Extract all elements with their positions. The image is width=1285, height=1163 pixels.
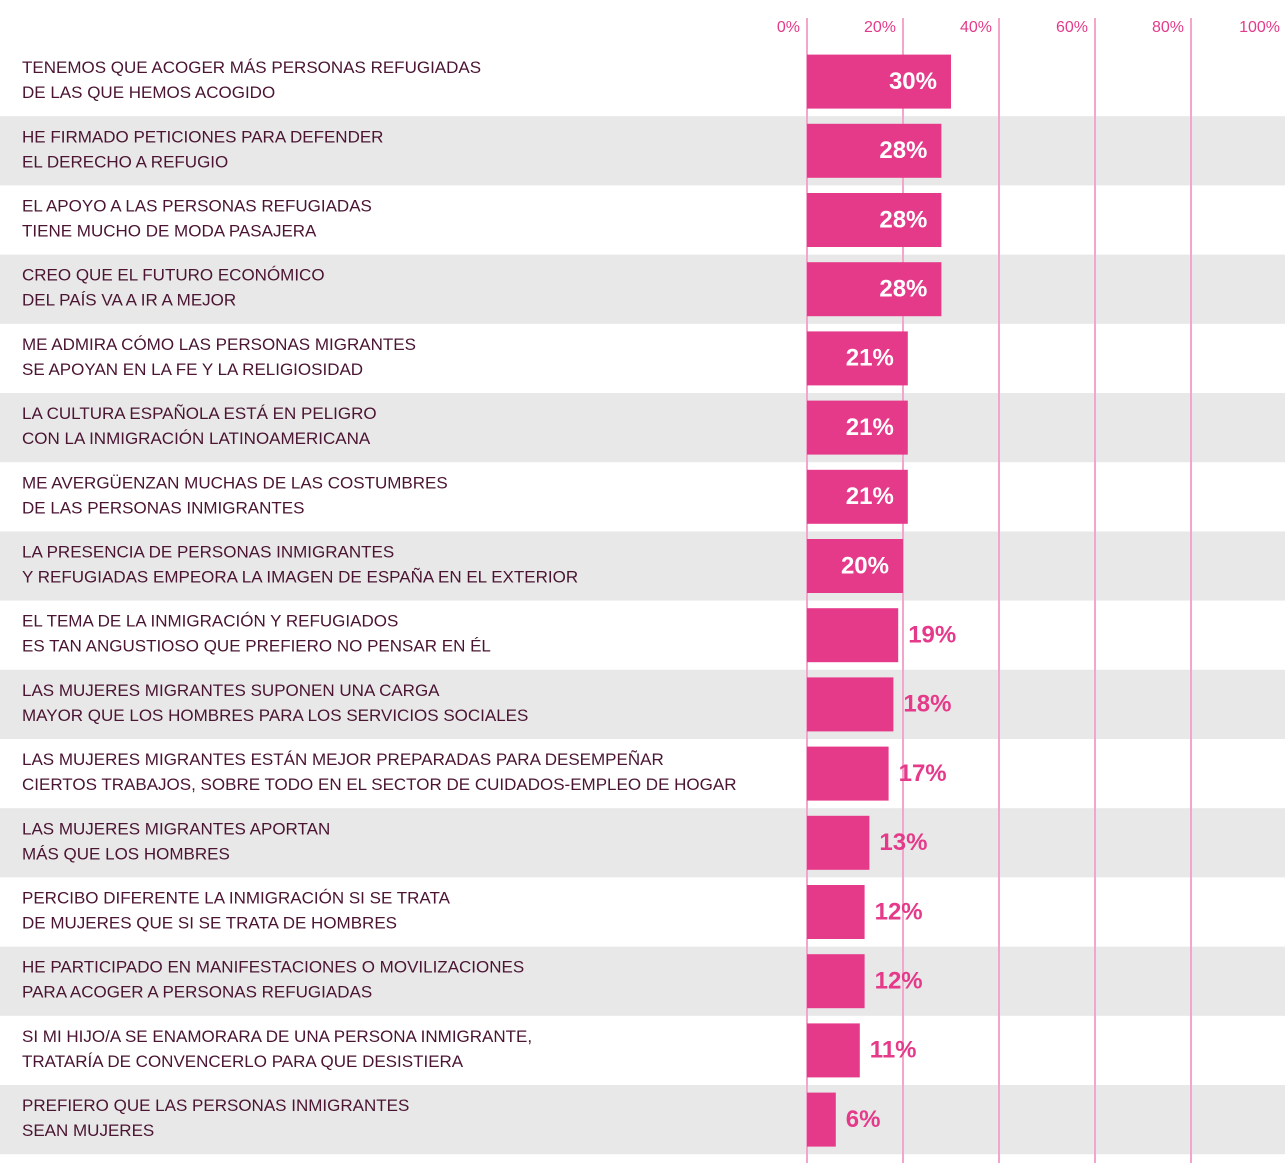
category-label: LAS MUJERES MIGRANTES APORTAN MÁS QUE LOS… — [22, 820, 330, 864]
category-label: ME AVERGÜENZAN MUCHAS DE LAS COSTUMBRES D… — [22, 474, 448, 518]
category-label: CREO QUE EL FUTURO ECONÓMICO DEL PAÍS VA … — [22, 266, 325, 310]
category-label: PERCIBO DIFERENTE LA INMIGRACIÓN SI SE T… — [22, 889, 451, 933]
value-label: 13% — [879, 829, 927, 856]
category-label: EL APOYO A LAS PERSONAS REFUGIADAS TIENE … — [22, 197, 372, 241]
bar — [807, 608, 899, 663]
row-background — [0, 531, 1285, 601]
bar — [807, 746, 889, 801]
x-tick-label: 80% — [1152, 19, 1184, 36]
bar — [807, 54, 951, 109]
x-tick-label: 0% — [777, 19, 800, 36]
value-label: 21% — [846, 414, 894, 441]
category-label: PREFIERO QUE LAS PERSONAS INMIGRANTES SEA… — [22, 1097, 409, 1141]
row-background — [0, 946, 1285, 1016]
category-label: TENEMOS QUE ACOGER MÁS PERSONAS REFUGIAD… — [22, 59, 481, 103]
x-tick-label: 60% — [1056, 19, 1088, 36]
x-tick-label: 100% — [1239, 19, 1280, 36]
category-label: SI MI HIJO/A SE ENAMORARA DE UNA PERSONA… — [22, 1027, 532, 1071]
value-label: 6% — [846, 1106, 881, 1133]
bar — [807, 400, 908, 455]
value-label: 28% — [879, 276, 927, 303]
bar — [807, 815, 870, 870]
category-label: EL TEMA DE LA INMIGRACIÓN Y REFUGIADOS ES… — [22, 612, 491, 656]
bar — [807, 954, 865, 1009]
x-tick-label: 20% — [864, 19, 896, 36]
bar — [807, 677, 894, 732]
value-label: 19% — [908, 622, 956, 649]
row-background — [0, 116, 1285, 186]
bar — [807, 469, 908, 524]
category-label: HE PARTICIPADO EN MANIFESTACIONES O MOVI… — [22, 958, 524, 1002]
bar — [807, 539, 903, 593]
value-label: 12% — [875, 898, 923, 925]
value-label: 17% — [899, 760, 947, 787]
bar — [807, 1023, 860, 1078]
category-label: LAS MUJERES MIGRANTES ESTÁN MEJOR PREPAR… — [22, 751, 736, 795]
category-label: LA CULTURA ESPAÑOLA ESTÁ EN PELIGRO CON L… — [22, 405, 377, 449]
value-label: 28% — [879, 206, 927, 233]
row-background — [0, 393, 1285, 463]
row-background — [0, 254, 1285, 324]
category-label: LAS MUJERES MIGRANTES SUPONEN UNA CARGA M… — [22, 681, 528, 725]
x-tick-label: 40% — [960, 19, 992, 36]
category-label: LA PRESENCIA DE PERSONAS INMIGRANTES Y RE… — [22, 543, 578, 587]
value-label: 21% — [846, 483, 894, 510]
value-label: 11% — [870, 1037, 917, 1064]
bar — [807, 331, 908, 386]
bar — [807, 262, 942, 317]
value-label: 30% — [889, 68, 937, 95]
bar — [807, 885, 865, 939]
bar — [807, 193, 942, 247]
value-label: 21% — [846, 345, 894, 372]
bar — [807, 123, 942, 178]
row-background — [0, 808, 1285, 878]
value-label: 18% — [903, 691, 951, 718]
value-label: 28% — [879, 137, 927, 164]
value-label: 20% — [841, 552, 889, 579]
bar — [807, 1092, 836, 1147]
value-label: 12% — [875, 968, 923, 995]
category-label: HE FIRMADO PETICIONES PARA DEFENDER EL DE… — [22, 128, 383, 172]
category-label: ME ADMIRA CÓMO LAS PERSONAS MIGRANTES SE … — [22, 335, 416, 379]
row-background — [0, 669, 1285, 739]
row-background — [0, 1085, 1285, 1155]
